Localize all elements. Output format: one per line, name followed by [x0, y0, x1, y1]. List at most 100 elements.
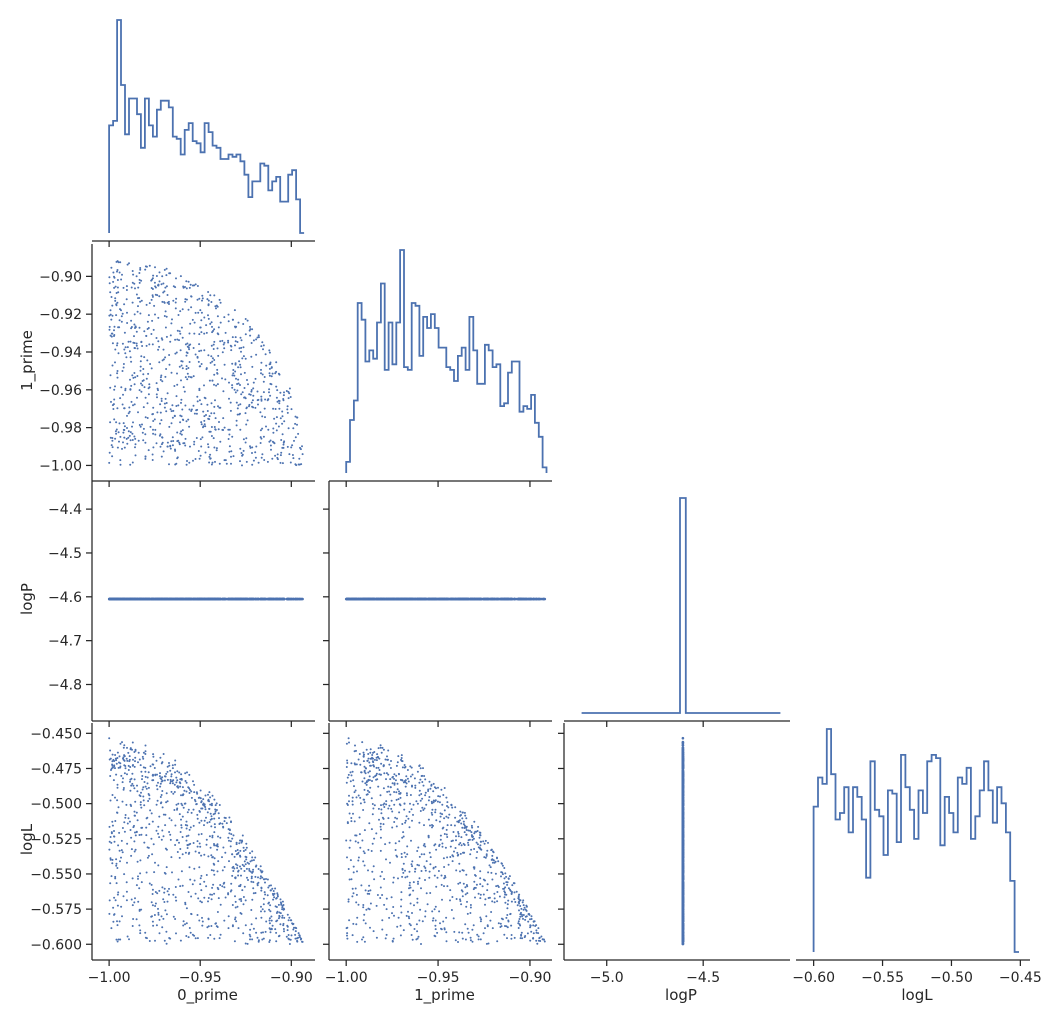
- scatter-point: [348, 794, 350, 797]
- scatter-point: [469, 939, 472, 942]
- scatter-point: [128, 350, 131, 353]
- scatter-point: [130, 319, 133, 322]
- scatter-point: [430, 597, 434, 601]
- scatter-point: [269, 444, 272, 447]
- scatter-point: [464, 938, 467, 941]
- scatter-point: [168, 764, 171, 767]
- scatter-point: [203, 415, 206, 418]
- scatter-point: [409, 902, 412, 905]
- scatter-point: [116, 446, 119, 449]
- scatter-point: [216, 315, 219, 318]
- scatter-point: [124, 765, 127, 767]
- scatter-point: [184, 901, 187, 904]
- scatter-point: [198, 389, 201, 392]
- scatter-point: [382, 765, 385, 768]
- scatter-point: [406, 845, 409, 848]
- scatter-point: [230, 820, 232, 823]
- scatter-point: [278, 914, 281, 917]
- scatter-point: [439, 922, 441, 925]
- scatter-point: [453, 930, 456, 933]
- scatter-point: [408, 887, 410, 890]
- scatter-point: [245, 842, 248, 845]
- scatter-point: [254, 892, 257, 894]
- scatter-point: [186, 811, 189, 814]
- scatter-point: [441, 813, 444, 816]
- scatter-point: [202, 798, 205, 801]
- scatter-point: [267, 902, 270, 905]
- scatter-point: [394, 779, 397, 782]
- scatter-point: [518, 918, 521, 920]
- scatter-point: [201, 299, 203, 302]
- scatter-point: [496, 891, 499, 893]
- scatter-point: [147, 786, 150, 789]
- scatter-point: [118, 755, 121, 758]
- scatter-point: [222, 417, 225, 420]
- scatter-point: [477, 597, 480, 601]
- scatter-point: [359, 763, 362, 766]
- scatter-point: [205, 414, 207, 416]
- scatter-point: [282, 399, 285, 402]
- scatter-point: [126, 759, 129, 762]
- scatter-point: [181, 786, 184, 789]
- scatter-point: [136, 310, 139, 313]
- scatter-point: [158, 775, 161, 778]
- scatter-point: [444, 876, 447, 879]
- scatter-point: [158, 295, 161, 298]
- scatter-point: [431, 919, 434, 922]
- scatter-point: [262, 344, 265, 347]
- scatter-point: [118, 831, 121, 834]
- scatter-point: [363, 597, 367, 601]
- scatter-point: [274, 454, 277, 457]
- scatter-point: [282, 928, 285, 930]
- scatter-point: [260, 456, 263, 459]
- scatter-point: [263, 878, 266, 881]
- scatter-point: [353, 820, 356, 823]
- scatter-point: [473, 848, 476, 850]
- scatter-point: [121, 781, 124, 784]
- scatter-point: [279, 454, 282, 457]
- scatter-point: [122, 431, 125, 434]
- scatter-point: [144, 457, 147, 460]
- scatter-point: [223, 919, 226, 922]
- scatter-point: [473, 867, 476, 870]
- scatter-point: [144, 416, 147, 419]
- scatter-point: [127, 764, 130, 767]
- scatter-point: [203, 597, 206, 601]
- scatter-point: [139, 312, 142, 315]
- scatter-point: [475, 841, 478, 844]
- scatter-point: [124, 352, 127, 355]
- scatter-point: [240, 393, 243, 396]
- scatter-point: [399, 792, 402, 795]
- scatter-point: [144, 785, 147, 788]
- scatter-point: [238, 885, 241, 888]
- scatter-point: [151, 343, 154, 346]
- scatter-point: [140, 279, 143, 282]
- scatter-point: [159, 772, 161, 775]
- scatter-point: [261, 341, 264, 344]
- histogram-logP: [581, 497, 781, 714]
- scatter-point: [151, 904, 154, 907]
- scatter-point: [434, 935, 437, 938]
- scatter-point: [154, 861, 156, 864]
- scatter-point: [420, 943, 422, 945]
- scatter-point: [108, 848, 111, 851]
- scatter-point: [108, 328, 111, 331]
- scatter-point: [244, 333, 247, 336]
- scatter-point: [210, 898, 213, 901]
- scatter-point: [459, 810, 462, 813]
- scatter-point: [206, 298, 209, 301]
- scatter-point: [114, 754, 117, 756]
- scatter-point: [144, 455, 147, 458]
- scatter-point: [124, 346, 127, 349]
- scatter-point: [444, 874, 446, 877]
- scatter-point: [166, 392, 169, 395]
- scatter-point: [163, 891, 166, 894]
- scatter-point: [114, 767, 116, 770]
- scatter-point: [114, 299, 117, 302]
- scatter-point: [252, 868, 255, 871]
- scatter-point: [184, 780, 187, 782]
- scatter-point: [198, 350, 201, 353]
- scatter-point: [443, 866, 446, 868]
- histogram-1_prime: [345, 249, 548, 473]
- scatter-point: [114, 348, 117, 351]
